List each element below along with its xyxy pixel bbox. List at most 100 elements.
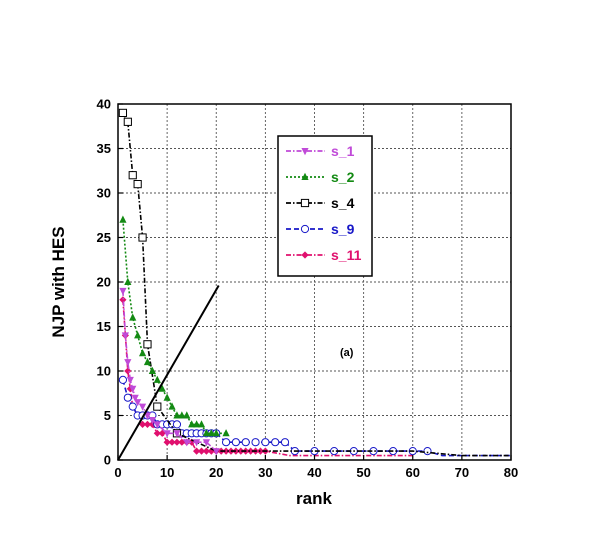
- x-axis-title: rank: [296, 489, 332, 508]
- data-point: [173, 438, 181, 446]
- data-point: [202, 439, 211, 447]
- data-point: [168, 402, 176, 410]
- data-point: [173, 430, 181, 438]
- data-point: [143, 357, 152, 366]
- legend-label: s_2: [331, 169, 355, 185]
- data-point: [212, 429, 220, 437]
- data-point: [183, 439, 191, 447]
- data-point: [138, 349, 147, 357]
- data-point: [148, 366, 156, 374]
- data-point: [128, 171, 137, 180]
- data-point: [221, 438, 231, 447]
- data-point: [197, 447, 206, 455]
- data-point: [207, 429, 215, 437]
- series-s_9: [118, 375, 511, 457]
- data-point: [143, 340, 152, 349]
- data-point: [128, 402, 137, 411]
- grid: [118, 104, 511, 460]
- y-tick-label: 10: [97, 364, 111, 379]
- legend-marker: [300, 224, 310, 234]
- plot-annotation: (a): [340, 347, 354, 359]
- x-tick-label: 70: [455, 465, 469, 480]
- data-point: [153, 402, 162, 411]
- x-tick-label: 50: [356, 465, 370, 480]
- data-point: [261, 438, 270, 447]
- data-point: [202, 447, 211, 455]
- data-point: [138, 233, 147, 242]
- legend-item-s_1: s_1: [286, 143, 355, 159]
- y-tick-label: 25: [97, 230, 111, 245]
- data-point: [158, 429, 166, 437]
- data-point: [131, 394, 139, 402]
- data-point: [118, 375, 128, 384]
- data-point: [173, 411, 181, 419]
- y-tick-label: 40: [97, 97, 111, 112]
- reference-line: [117, 285, 220, 461]
- legend-label: s_1: [331, 143, 355, 159]
- data-point: [148, 420, 156, 428]
- legend-marker: [301, 172, 309, 180]
- data-point: [202, 429, 211, 437]
- data-point: [423, 447, 432, 456]
- legend-item-s_4: s_4: [286, 195, 355, 211]
- data-point: [121, 332, 129, 340]
- series-s_1: [119, 287, 220, 456]
- legend-label: s_11: [331, 247, 362, 263]
- legend-marker: [300, 198, 310, 208]
- data-point: [231, 438, 240, 447]
- data-point: [134, 399, 142, 407]
- legend-items: s_1 s_2 s_4 s_9 s_11: [286, 143, 362, 263]
- data-point: [143, 420, 152, 428]
- data-point: [119, 296, 127, 304]
- data-point: [129, 385, 137, 393]
- data-point: [241, 438, 250, 447]
- data-point: [163, 430, 171, 438]
- data-point: [251, 438, 260, 447]
- data-point: [148, 416, 156, 425]
- data-point: [134, 331, 142, 339]
- y-tick-label: 15: [97, 319, 111, 334]
- series-layer: [117, 108, 511, 461]
- data-point: [153, 429, 161, 437]
- x-tick-label: 80: [504, 465, 518, 480]
- data-point: [222, 447, 230, 455]
- data-point: [178, 411, 186, 419]
- data-point: [247, 447, 255, 455]
- data-point: [188, 420, 196, 428]
- data-point: [118, 108, 128, 118]
- y-tick-label: 20: [97, 275, 111, 290]
- data-point: [158, 384, 166, 392]
- data-point: [124, 367, 132, 375]
- data-point: [123, 393, 132, 402]
- legend-label: s_9: [331, 221, 355, 237]
- x-tick-label: 40: [307, 465, 321, 480]
- data-point: [126, 376, 134, 385]
- data-point: [222, 429, 230, 437]
- legend-marker: [301, 251, 309, 259]
- x-tick-label: 0: [114, 465, 121, 480]
- data-point: [138, 403, 147, 411]
- y-tick-label: 5: [104, 408, 111, 423]
- data-point: [163, 438, 171, 446]
- x-tick-label: 60: [406, 465, 420, 480]
- data-point: [119, 215, 127, 223]
- data-point: [172, 420, 182, 429]
- data-point: [237, 447, 245, 455]
- legend-box: [277, 135, 373, 277]
- data-point: [124, 359, 132, 367]
- data-point: [123, 117, 132, 126]
- data-point: [138, 420, 147, 428]
- data-point: [207, 447, 215, 455]
- data-point: [193, 439, 201, 447]
- x-tick-label: 20: [209, 465, 223, 480]
- legend-marker: [301, 148, 309, 156]
- y-tick-label: 30: [97, 186, 111, 201]
- legend: s_1 s_2 s_4 s_9 s_11: [277, 135, 373, 277]
- data-point: [153, 421, 161, 429]
- data-point: [188, 438, 196, 446]
- data-point: [119, 287, 127, 296]
- legend-item-s_9: s_9: [286, 221, 355, 237]
- data-point: [129, 313, 137, 321]
- data-point: [143, 412, 152, 420]
